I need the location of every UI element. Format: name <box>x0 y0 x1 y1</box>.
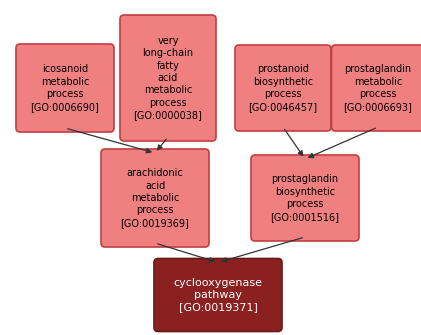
FancyBboxPatch shape <box>251 155 359 241</box>
FancyBboxPatch shape <box>331 45 421 131</box>
Text: prostaglandin
biosynthetic
process
[GO:0001516]: prostaglandin biosynthetic process [GO:0… <box>271 175 339 221</box>
FancyBboxPatch shape <box>120 15 216 141</box>
Text: arachidonic
acid
metabolic
process
[GO:0019369]: arachidonic acid metabolic process [GO:0… <box>120 168 189 228</box>
Text: cyclooxygenase
pathway
[GO:0019371]: cyclooxygenase pathway [GO:0019371] <box>173 278 263 313</box>
FancyBboxPatch shape <box>154 259 282 332</box>
Text: icosanoid
metabolic
process
[GO:0006690]: icosanoid metabolic process [GO:0006690] <box>31 64 99 112</box>
FancyBboxPatch shape <box>16 44 114 132</box>
FancyBboxPatch shape <box>235 45 331 131</box>
Text: prostaglandin
metabolic
process
[GO:0006693]: prostaglandin metabolic process [GO:0006… <box>344 64 413 112</box>
FancyBboxPatch shape <box>101 149 209 247</box>
Text: prostanoid
biosynthetic
process
[GO:0046457]: prostanoid biosynthetic process [GO:0046… <box>248 64 317 112</box>
Text: very
long-chain
fatty
acid
metabolic
process
[GO:0000038]: very long-chain fatty acid metabolic pro… <box>133 36 203 120</box>
